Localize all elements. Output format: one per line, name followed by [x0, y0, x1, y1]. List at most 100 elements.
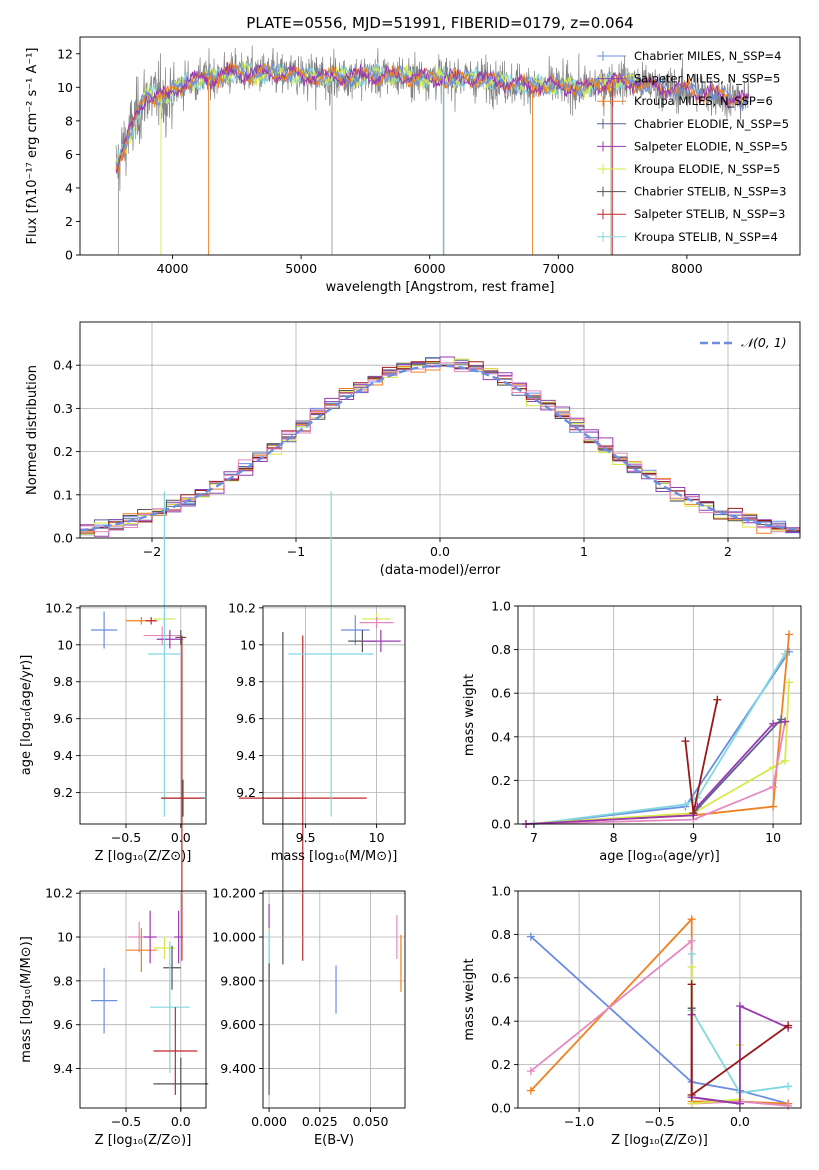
y-tick-label: 9.600 — [220, 1017, 256, 1032]
y-axis-label: Flux [fλ10⁻¹⁷ erg cm⁻² s⁻¹ A⁻¹] — [25, 48, 40, 245]
x-tick-label: 9 — [689, 830, 697, 845]
mass-weight-point — [687, 980, 696, 989]
y-tick-label: 9.2 — [53, 785, 73, 800]
mass-weight-point — [681, 737, 690, 746]
y-tick-label: 10.000 — [212, 930, 256, 945]
x-tick-label: 0.0 — [430, 544, 450, 559]
x-tick-label: 8000 — [671, 261, 703, 276]
y-tick-label: 9.4 — [236, 748, 256, 763]
y-tick-label: 9.4 — [53, 1061, 73, 1076]
mass-weight-point — [689, 809, 698, 818]
legend-label: Salpeter ELODIE, N_SSP=5 — [634, 139, 788, 153]
model-spectrum-line — [115, 62, 750, 175]
y-axis-label: Normed distribution — [25, 365, 40, 495]
x-tick-label: 0.0 — [171, 1114, 191, 1129]
mass-weight-point — [784, 1101, 793, 1110]
x-tick-label: 5000 — [285, 261, 317, 276]
histogram-step — [80, 362, 800, 533]
y-tick-label: 0.0 — [491, 1101, 511, 1116]
x-tick-label: −1.0 — [564, 1114, 594, 1129]
y-tick-label: 4 — [65, 180, 73, 195]
legend-label: Kroupa ELODIE, N_SSP=5 — [634, 162, 780, 176]
mass-weight-line — [692, 718, 782, 814]
y-tick-label: 9.4 — [53, 748, 73, 763]
x-tick-label: 8 — [610, 830, 618, 845]
mass-weight-point — [769, 782, 778, 791]
legend-label: Chabrier MILES, N_SSP=4 — [634, 49, 781, 63]
axes-frame — [79, 36, 801, 256]
y-tick-label: 0.6 — [491, 970, 511, 985]
x-axis-label: wavelength [Angstrom, rest frame] — [326, 280, 555, 295]
y-tick-label: 0 — [65, 248, 73, 263]
y-tick-label: 10.2 — [45, 600, 73, 615]
x-tick-label: 6000 — [414, 261, 446, 276]
y-tick-label: 10.200 — [212, 886, 256, 901]
axes-frame — [262, 605, 406, 825]
mass-weight-point — [687, 915, 696, 924]
y-tick-label: 0.1 — [53, 487, 73, 502]
y-tick-label: 0.4 — [53, 358, 73, 373]
y-tick-label: 1.0 — [491, 599, 511, 614]
mass-weight-point — [526, 1067, 535, 1076]
axes-frame — [79, 605, 207, 825]
x-axis-label: Z [log₁₀(Z/Z⊙)] — [95, 849, 192, 864]
mass-weight-point — [735, 1002, 744, 1011]
y-tick-label: 9.6 — [236, 711, 256, 726]
y-tick-label: 9.6 — [53, 711, 73, 726]
y-tick-label: 0.4 — [491, 729, 511, 744]
x-tick-label: −0.5 — [111, 1114, 141, 1129]
chart-title: PLATE=0556, MJD=51991, FIBERID=0179, z=0… — [246, 14, 633, 32]
x-tick-label: 0.050 — [353, 1114, 389, 1129]
legend-label: Kroupa STELIB, N_SSP=4 — [634, 230, 778, 244]
y-axis-label: mass weight — [462, 958, 477, 1040]
y-tick-label: 0.0 — [53, 531, 73, 546]
y-tick-label: 6 — [65, 147, 73, 162]
x-tick-label: −1 — [287, 544, 305, 559]
x-tick-label: 0.025 — [302, 1114, 338, 1129]
residual-histogram-panel: −2 −1 0.0 1 2 0.0 0.1 0.2 0.3 0.4 (data-model)/err… — [25, 321, 801, 578]
y-tick-label: 10.2 — [228, 600, 256, 615]
y-tick-label: 8 — [65, 113, 73, 128]
y-tick-label: 0.0 — [491, 817, 511, 832]
y-tick-label: 0.3 — [53, 401, 73, 416]
legend-label: Salpeter STELIB, N_SSP=3 — [634, 207, 785, 221]
spectrum-panel: 4000 5000 6000 7000 8000 0 2 4 6 8 10 12 wavelength … — [25, 14, 801, 295]
model-spectrum-line — [115, 60, 749, 174]
x-axis-label: Z [log₁₀(Z/Z⊙)] — [611, 1133, 708, 1148]
mass-weight-vs-age-panel: 7 8 9 10 0.0 0.2 0.4 0.6 0.8 1.0 age [log₁₀(age/yr… — [462, 599, 802, 864]
y-axis-label: mass [log₁₀(M/M⊙)] — [19, 936, 34, 1063]
x-tick-label: 4000 — [157, 261, 189, 276]
mass-weight-point — [681, 800, 690, 809]
mass-weight-line — [684, 699, 719, 814]
y-tick-label: 9.800 — [220, 973, 256, 988]
mass-weight-line — [533, 653, 786, 825]
legend-label: Kroupa MILES, N_SSP=6 — [634, 94, 773, 108]
x-axis-label: E(B-V) — [314, 1133, 354, 1148]
mass-vs-metallicity-panel: −0.5 0.0 9.4 9.6 9.8 10 10.2 Z [log₁₀(Z/Z⊙)] mas… — [19, 886, 209, 1148]
y-axis-label: mass weight — [462, 674, 477, 756]
x-tick-label: 9.5 — [296, 830, 316, 845]
y-tick-label: 0.2 — [53, 444, 73, 459]
mass-vs-ebv-panel: 0.000 0.025 0.050 9.400 9.600 9.800 10.000 10.2… — [212, 886, 406, 1148]
x-tick-label: −0.5 — [111, 830, 141, 845]
y-tick-label: 0.2 — [491, 773, 511, 788]
y-tick-label: 10 — [240, 637, 256, 652]
mass-weight-line — [530, 935, 789, 1105]
mass-weight-point — [784, 1021, 793, 1030]
mass-weight-point — [526, 1086, 535, 1095]
y-tick-label: 12 — [57, 46, 73, 61]
x-tick-label: 1 — [580, 544, 588, 559]
x-tick-label: 7 — [530, 830, 538, 845]
mass-weight-point — [769, 802, 778, 811]
axes-frame — [262, 890, 406, 1109]
mass-weight-point — [735, 1099, 744, 1108]
observed-spectrum-line — [115, 45, 749, 255]
y-tick-label: 0.6 — [491, 686, 511, 701]
y-tick-label: 0.8 — [491, 927, 511, 942]
x-tick-label: 7000 — [542, 261, 574, 276]
age-vs-mass-panel: 9.5 10 9.2 9.4 9.6 9.8 10 10.2 mass [log₁₀(M/M⊙)… — [228, 491, 406, 965]
axes-frame — [79, 890, 207, 1109]
y-tick-label: 10 — [57, 930, 73, 945]
mass-weight-line — [533, 651, 790, 825]
